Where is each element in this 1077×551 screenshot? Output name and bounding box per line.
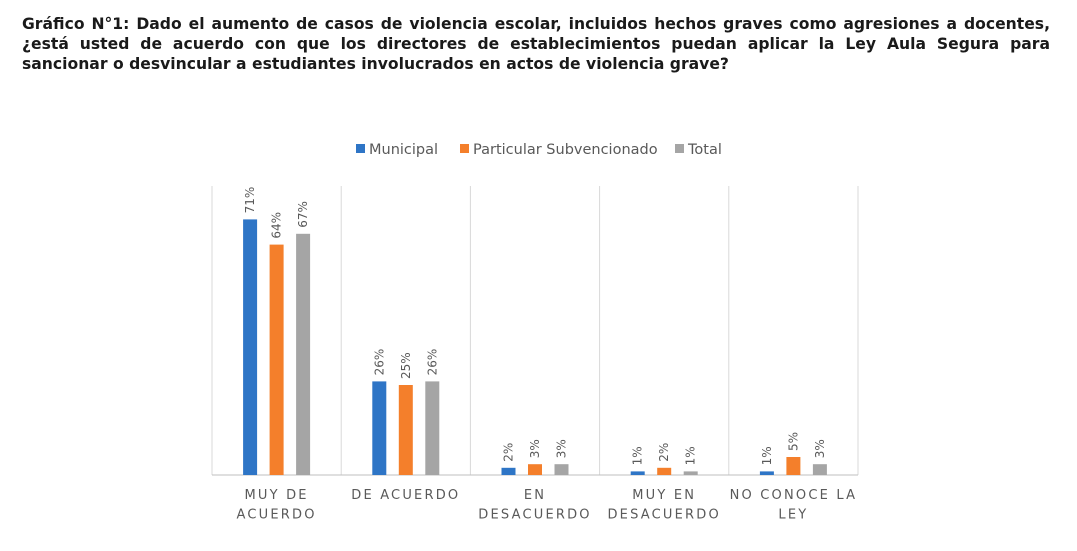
bar-total bbox=[425, 381, 440, 475]
data-label: 26% bbox=[372, 349, 386, 376]
data-label: 64% bbox=[270, 212, 284, 239]
category-label: DE ACUERDO bbox=[351, 488, 460, 503]
bar-municipal bbox=[501, 467, 516, 475]
legend-label: Particular Subvencionado bbox=[473, 142, 658, 158]
legend-swatch bbox=[356, 144, 365, 153]
data-label: 25% bbox=[399, 352, 413, 379]
bar-particular-subvencionado bbox=[528, 464, 542, 475]
bar-particular-subvencionado bbox=[786, 457, 801, 475]
category-label: MUY EN bbox=[632, 488, 696, 503]
data-label: 2% bbox=[657, 443, 671, 462]
legend-label: Total bbox=[687, 142, 722, 158]
data-label: 3% bbox=[528, 439, 542, 458]
data-label: 1% bbox=[631, 446, 645, 465]
data-label: 1% bbox=[684, 446, 698, 465]
bar-particular-subvencionado bbox=[398, 385, 413, 475]
data-label: 26% bbox=[425, 349, 439, 376]
data-label: 5% bbox=[786, 432, 800, 451]
category-label: MUY DE bbox=[244, 488, 308, 503]
bar-municipal bbox=[630, 471, 645, 475]
bar-total bbox=[554, 464, 569, 475]
data-label: 3% bbox=[813, 439, 827, 458]
chart-caption: Gráfico N°1: Dado el aumento de casos de… bbox=[22, 14, 1050, 74]
legend-swatch bbox=[460, 144, 469, 153]
bar-municipal bbox=[759, 471, 774, 475]
data-label: 3% bbox=[555, 439, 569, 458]
category-label: EN bbox=[524, 488, 546, 503]
legend-swatch bbox=[675, 144, 684, 153]
category-label: LEY bbox=[778, 508, 808, 523]
category-label: DESACUERDO bbox=[478, 508, 591, 523]
category-label: DESACUERDO bbox=[607, 508, 720, 523]
bar-particular-subvencionado bbox=[269, 244, 284, 475]
data-label: 2% bbox=[502, 443, 516, 462]
data-label: 71% bbox=[243, 187, 257, 214]
legend-label: Municipal bbox=[369, 142, 438, 158]
bar-municipal bbox=[243, 219, 258, 475]
bar-total bbox=[296, 233, 311, 475]
data-label: 67% bbox=[296, 201, 310, 228]
bar-total bbox=[683, 471, 698, 475]
bar-total bbox=[812, 464, 827, 475]
data-label: 1% bbox=[760, 446, 774, 465]
category-label: ACUERDO bbox=[237, 508, 317, 523]
caption-label: Gráfico N°1: bbox=[22, 15, 130, 33]
category-label: NO CONOCE LA bbox=[730, 488, 858, 503]
bar-particular-subvencionado bbox=[657, 467, 672, 475]
bar-municipal bbox=[372, 381, 387, 475]
caption-text: Dado el aumento de casos de violencia es… bbox=[22, 15, 1050, 73]
